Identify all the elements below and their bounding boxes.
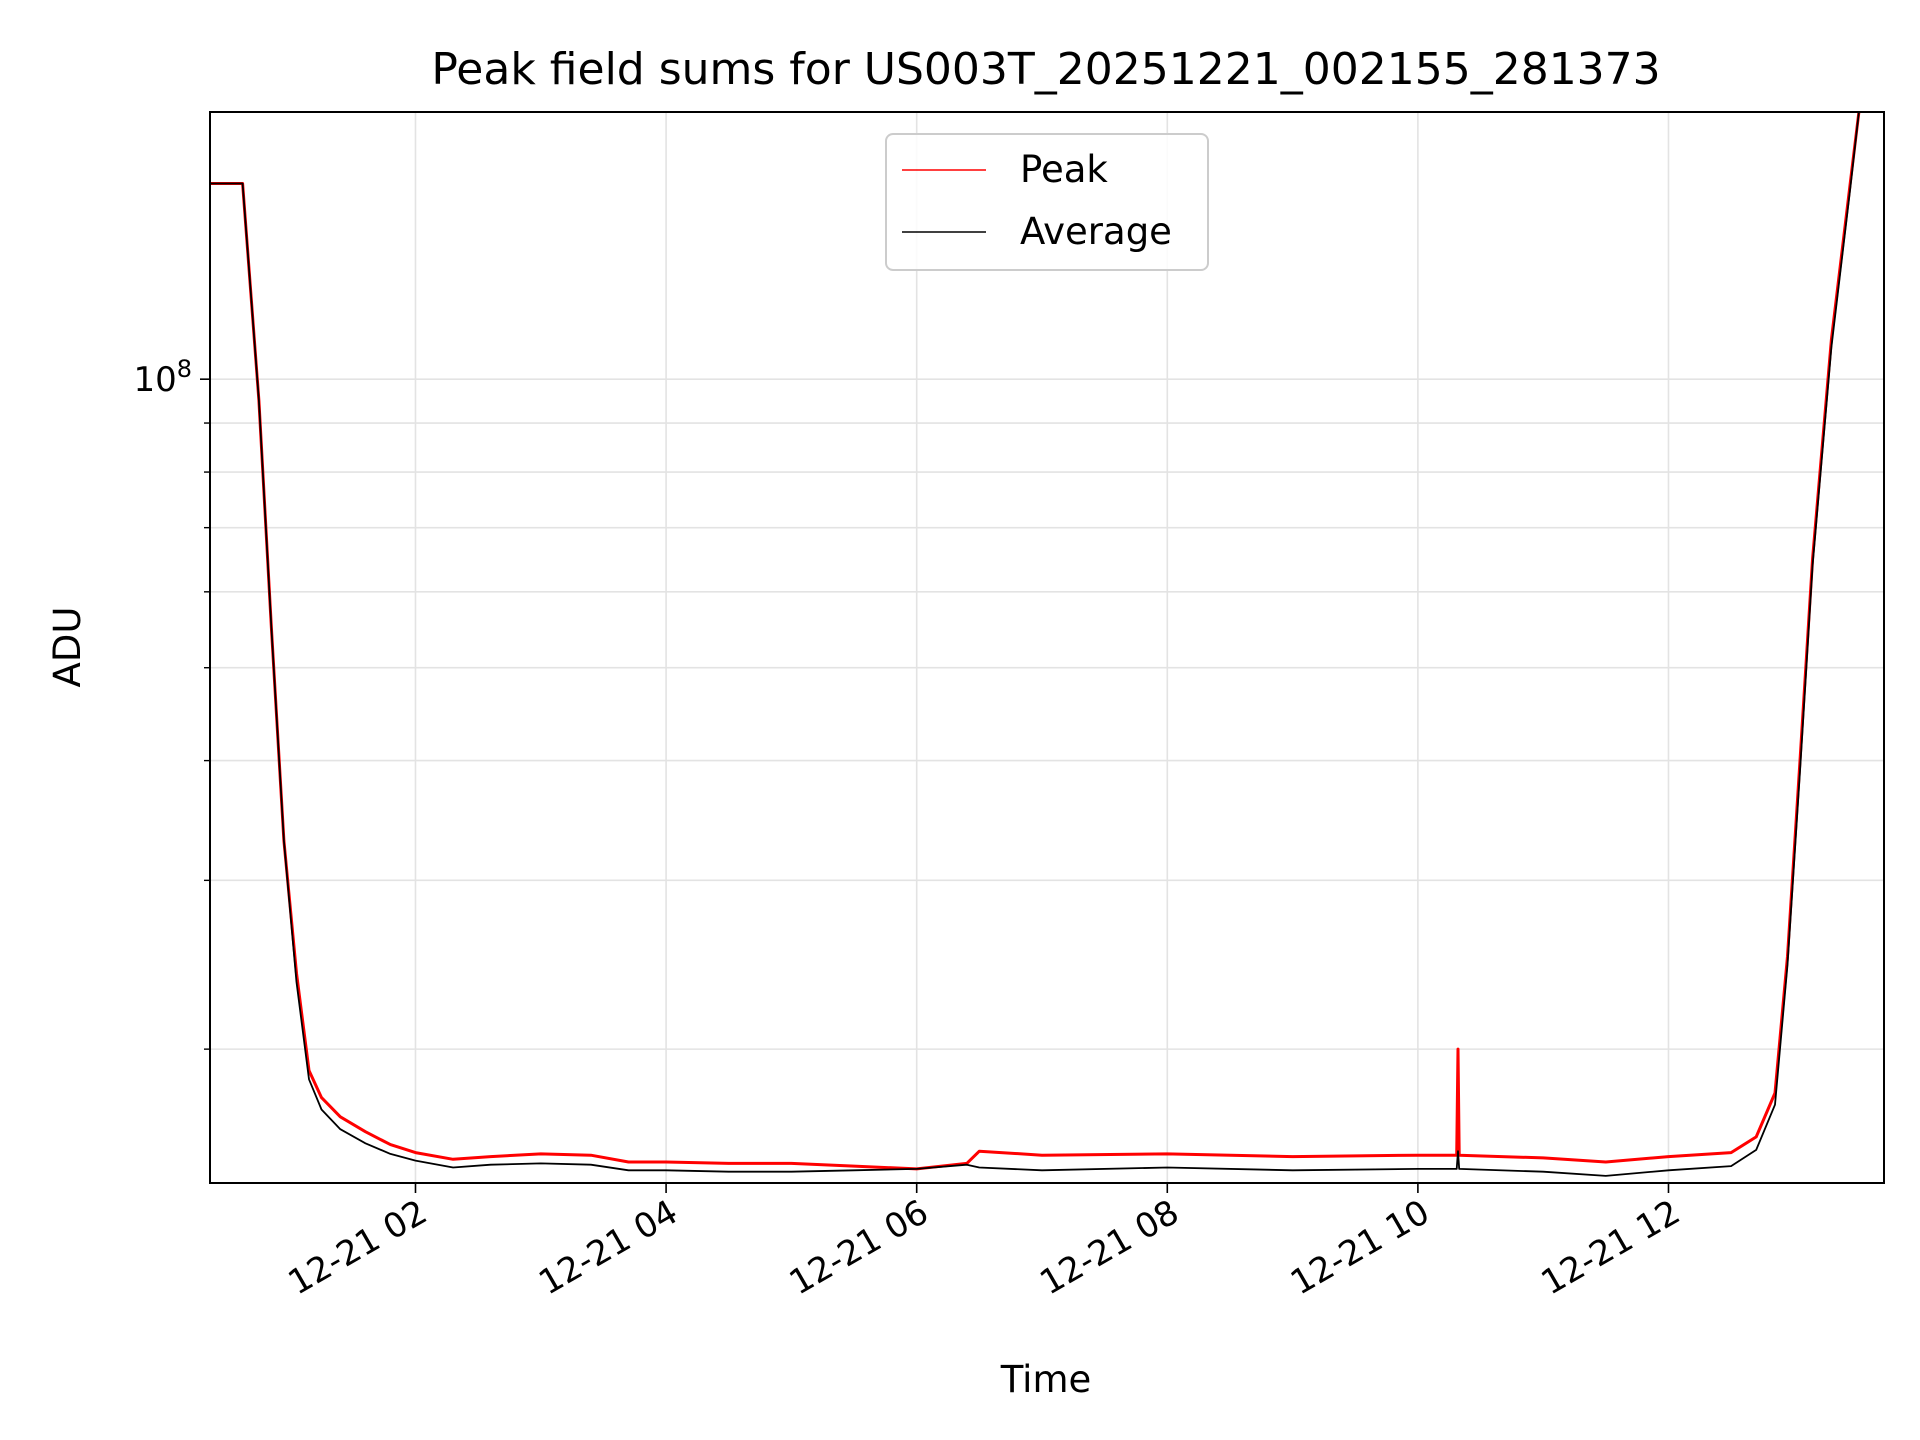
plot-series [210, 111, 1861, 1177]
x-axis-label: Time [1000, 1358, 1092, 1401]
y-tick-label: 108 [133, 355, 192, 400]
series-line-peak [210, 111, 1861, 1171]
series-line-average [210, 111, 1860, 1177]
y-axis-label: ADU [46, 607, 89, 688]
legend-peak-label: Peak [1020, 148, 1108, 191]
chart-title: Peak field sums for US003T_20251221_0021… [431, 44, 1660, 95]
legend: Peak Average [885, 133, 1209, 271]
grid [210, 112, 1884, 1183]
plot-frame [209, 111, 1885, 1184]
legend-average-label: Average [1020, 210, 1172, 253]
legend-box [885, 133, 1209, 271]
